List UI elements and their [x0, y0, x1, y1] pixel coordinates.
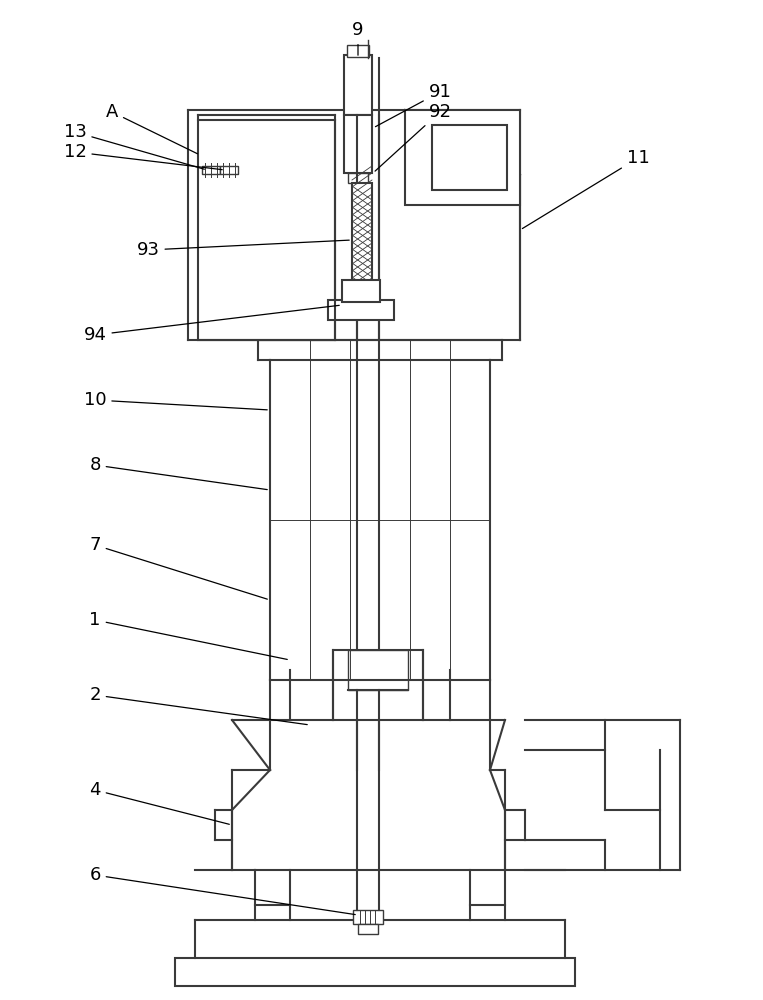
- Text: 94: 94: [83, 305, 340, 344]
- Bar: [347, 45, 369, 57]
- Bar: [348, 173, 368, 183]
- Text: 10: 10: [84, 391, 267, 410]
- Bar: [175, 958, 575, 986]
- Bar: [353, 910, 383, 924]
- Text: 2: 2: [89, 686, 307, 725]
- Text: 4: 4: [89, 781, 230, 824]
- Bar: [328, 300, 394, 320]
- Bar: [202, 166, 220, 174]
- Bar: [432, 125, 507, 190]
- Bar: [358, 924, 378, 934]
- Bar: [342, 280, 380, 302]
- Bar: [198, 120, 335, 340]
- Text: 9: 9: [353, 21, 364, 55]
- Text: 92: 92: [375, 103, 452, 171]
- Text: 12: 12: [63, 143, 222, 170]
- Text: A: A: [106, 103, 198, 154]
- Text: 13: 13: [63, 123, 204, 169]
- Bar: [333, 650, 423, 720]
- Bar: [405, 110, 520, 205]
- Bar: [344, 55, 372, 115]
- Text: 7: 7: [89, 536, 267, 599]
- Text: 11: 11: [523, 149, 649, 229]
- Bar: [344, 115, 372, 173]
- Bar: [220, 166, 238, 174]
- Text: 6: 6: [89, 866, 356, 915]
- Text: 8: 8: [89, 456, 267, 490]
- Bar: [352, 183, 372, 295]
- Text: 1: 1: [89, 611, 288, 659]
- Text: 93: 93: [137, 240, 349, 259]
- Text: 91: 91: [375, 83, 452, 127]
- Bar: [348, 650, 408, 690]
